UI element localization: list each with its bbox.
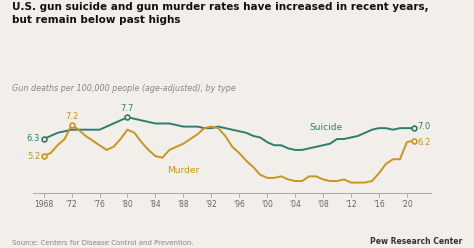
Text: Gun deaths per 100,000 people (age-adjusted), by type: Gun deaths per 100,000 people (age-adjus… [12, 84, 236, 93]
Text: U.S. gun suicide and gun murder rates have increased in recent years,
but remain: U.S. gun suicide and gun murder rates ha… [12, 2, 428, 25]
Text: Suicide: Suicide [309, 123, 342, 132]
Text: 5.2: 5.2 [27, 153, 40, 161]
Text: Pew Research Center: Pew Research Center [370, 237, 462, 246]
Text: Murder: Murder [167, 166, 200, 175]
Text: 6.2: 6.2 [418, 138, 430, 147]
Text: 7.7: 7.7 [121, 104, 134, 113]
Text: 7.0: 7.0 [418, 122, 430, 131]
Text: 6.3: 6.3 [27, 134, 40, 143]
Text: Source: Centers for Disease Control and Prevention.: Source: Centers for Disease Control and … [12, 240, 193, 246]
Text: 7.2: 7.2 [65, 112, 78, 121]
